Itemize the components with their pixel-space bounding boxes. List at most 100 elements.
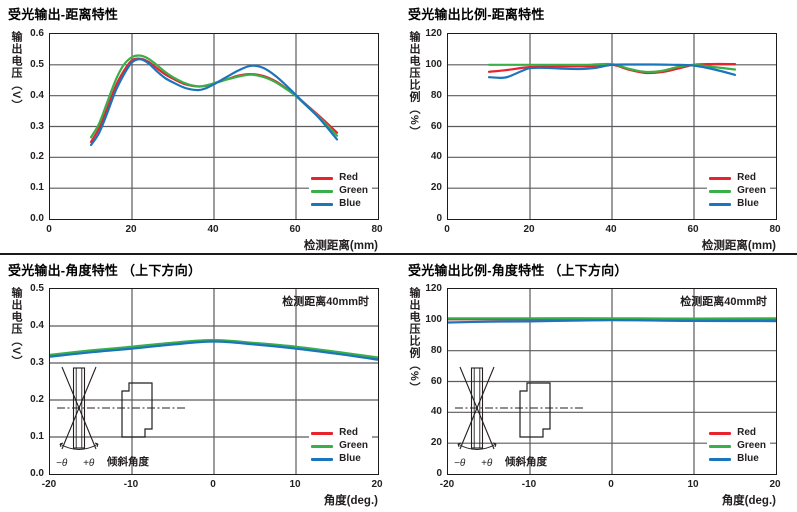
y-tick-label: 0.0 — [30, 213, 44, 224]
angle-arc-arrow-right — [94, 442, 99, 448]
plot-area: Red Green Blue — [49, 33, 379, 220]
legend-item-blue: Blue — [709, 199, 766, 209]
y-tick-label: 0.5 — [30, 283, 44, 294]
legend-swatch-green — [311, 444, 334, 448]
legend-label: Red — [339, 172, 358, 183]
legend-label: Blue — [339, 198, 361, 209]
y-tick-label: 0.1 — [30, 431, 44, 442]
legend-item-green: Green — [709, 441, 766, 451]
legend-item-red: Red — [709, 173, 766, 183]
target-object-profile — [121, 382, 153, 438]
y-tick-label: 0.4 — [30, 89, 44, 101]
chart-output-ratio-vs-distance: 受光输出比例-距离特性 输出电压比例（%） Red Green Blue 检测距离(… — [398, 0, 796, 254]
series-line-blue — [448, 319, 776, 324]
legend-swatch-blue — [709, 202, 732, 206]
x-axis-title: 角度(deg.) — [721, 495, 776, 507]
sensor-body-outline — [72, 367, 86, 449]
legend: Red Green Blue — [309, 172, 372, 210]
tilt-line-negative — [459, 366, 495, 450]
tilt-angle-caption: 倾斜角度 — [504, 455, 547, 468]
x-tick-label: 80 — [371, 224, 383, 235]
x-tick-label: 0 — [210, 479, 216, 490]
x-tick-label: 20 — [523, 224, 535, 235]
y-tick-label: 0.4 — [30, 320, 44, 331]
tilt-angle-caption: 倾斜角度 — [106, 455, 149, 468]
x-tick-label: 0 — [444, 224, 450, 235]
legend-swatch-blue — [311, 202, 334, 206]
legend-item-blue: Blue — [311, 454, 368, 464]
angle-arc — [457, 443, 497, 450]
x-tick-label: -10 — [521, 479, 537, 490]
chart-canvas — [448, 289, 776, 474]
angle-arc-arrow-left — [457, 442, 462, 448]
legend-label: Blue — [339, 453, 361, 464]
plot-area: −θ +θ 倾斜角度 检测距离40mm时 Red Green Blue — [447, 288, 777, 475]
x-tick-label: -20 — [41, 479, 57, 490]
legend-swatch-red — [311, 431, 334, 435]
chart-title: 受光输出比例-距离特性 — [408, 7, 545, 22]
legend-swatch-blue — [311, 457, 334, 461]
y-axis-title: 输出电压（V） — [10, 31, 22, 112]
legend-label: Blue — [737, 198, 759, 209]
legend-swatch-green — [709, 189, 732, 193]
legend-label: Green — [339, 185, 368, 196]
legend-label: Green — [339, 440, 368, 451]
legend-item-blue: Blue — [709, 454, 766, 464]
target-object-profile — [519, 382, 551, 438]
legend-label: Blue — [737, 453, 759, 464]
chart-canvas — [50, 289, 378, 474]
legend-swatch-green — [709, 444, 732, 448]
x-tick-label: 20 — [371, 479, 383, 490]
x-tick-label: 40 — [207, 224, 219, 235]
x-tick-label: 60 — [687, 224, 699, 235]
series-line-blue — [487, 63, 737, 79]
section-divider-line — [0, 253, 797, 255]
legend-swatch-red — [311, 176, 334, 180]
x-tick-label: 60 — [289, 224, 301, 235]
y-tick-label: 0.3 — [30, 120, 44, 132]
legend: Red Green Blue — [309, 427, 372, 465]
legend-item-red: Red — [311, 173, 368, 183]
y-tick-label: 0.1 — [30, 182, 44, 194]
legend-label: Red — [339, 427, 358, 438]
x-axis-title: 检测距离(mm) — [701, 240, 776, 252]
sensor-body-outline — [470, 367, 484, 449]
y-tick-label: 80 — [430, 89, 442, 101]
x-tick-label: 80 — [769, 224, 781, 235]
x-tick-label: -10 — [123, 479, 139, 490]
y-tick-label: 20 — [430, 437, 442, 449]
x-axis-title: 角度(deg.) — [323, 495, 378, 507]
sensor-body-inner — [75, 367, 83, 449]
angle-arc — [59, 443, 99, 450]
chart-output-vs-angle: 受光输出-角度特性 （上下方向） 输出电压（V） −θ +θ 倾斜角度 检测距离40m… — [0, 256, 398, 510]
tilt-angle-inset-diagram: −θ +θ 倾斜角度 — [454, 366, 583, 469]
x-tick-label: -20 — [439, 479, 455, 490]
x-tick-label: 10 — [289, 479, 301, 490]
y-tick-label: 60 — [430, 120, 442, 132]
x-tick-label: 0 — [608, 479, 614, 490]
y-axis-title: 输出电压比例（%） — [408, 287, 420, 394]
measurement-condition-note: 检测距离40mm时 — [282, 296, 369, 308]
plus-theta-label: +θ — [83, 458, 95, 469]
y-tick-label: 60 — [430, 375, 442, 387]
legend-swatch-red — [709, 176, 732, 180]
legend-swatch-red — [709, 431, 732, 435]
series-line-green — [50, 338, 378, 359]
legend: Red Green Blue — [707, 172, 770, 210]
legend-item-red: Red — [709, 428, 766, 438]
series-line-green — [89, 54, 339, 139]
sensor-body-inner — [473, 367, 481, 449]
y-tick-label: 0.5 — [30, 58, 44, 70]
y-tick-label: 0 — [436, 468, 442, 479]
legend-label: Red — [737, 172, 756, 183]
tilt-angle-inset-diagram: −θ +θ 倾斜角度 — [56, 366, 185, 469]
chart-canvas — [448, 34, 776, 219]
y-tick-label: 100 — [425, 313, 442, 325]
y-tick-label: 40 — [430, 151, 442, 163]
x-axis-title: 检测距离(mm) — [303, 240, 378, 252]
legend-item-red: Red — [311, 428, 368, 438]
x-tick-label: 10 — [687, 479, 699, 490]
minus-theta-label: −θ — [56, 458, 68, 469]
y-tick-label: 80 — [430, 344, 442, 356]
